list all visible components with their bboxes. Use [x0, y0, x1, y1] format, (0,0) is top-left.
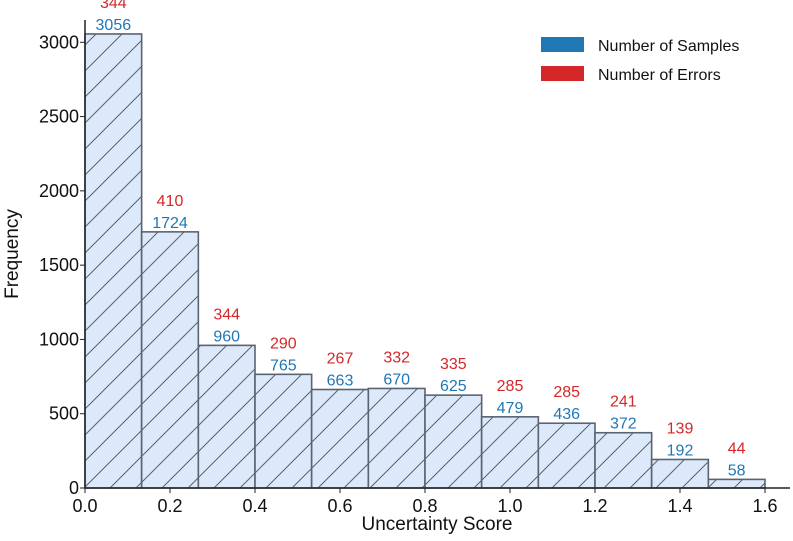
- histogram-bar: [84, 33, 143, 489]
- sample-count-label: 436: [553, 406, 580, 423]
- histogram-bar: [707, 478, 766, 489]
- legend-label-samples: Number of Samples: [598, 38, 739, 55]
- x-tick-label: 0.8: [412, 496, 437, 516]
- x-tick-label: 0.6: [327, 496, 352, 516]
- bar-labels-layer: 3056 344 1724 410 960 344 765 290 663 267 670 332 62…: [96, 0, 746, 479]
- legend-swatch-samples: [541, 37, 584, 52]
- y-tick-label: 1500: [39, 255, 79, 275]
- y-tick-label: 2000: [39, 181, 79, 201]
- histogram-bar: [367, 387, 426, 489]
- error-count-label: 290: [270, 335, 297, 352]
- y-tick-label: 3000: [39, 32, 79, 52]
- legend-label-errors: Number of Errors: [598, 67, 721, 84]
- x-tick-label: 1.2: [582, 496, 607, 516]
- sample-count-label: 663: [327, 372, 354, 389]
- error-count-label: 44: [728, 440, 746, 457]
- x-tick-label: 1.4: [667, 496, 692, 516]
- sample-count-label: 1724: [152, 215, 188, 232]
- histogram-bar: [537, 422, 596, 489]
- x-tick-label: 1.0: [497, 496, 522, 516]
- error-count-label: 285: [553, 384, 580, 401]
- sample-count-label: 372: [610, 416, 637, 433]
- sample-count-label: 960: [213, 328, 240, 345]
- error-count-label: 241: [610, 394, 637, 411]
- x-tick-label: 0.0: [72, 496, 97, 516]
- sample-count-label: 58: [728, 462, 746, 479]
- error-count-label: 344: [213, 306, 240, 323]
- y-axis-label: Frequency: [2, 209, 23, 299]
- error-count-label: 285: [497, 378, 524, 395]
- axes-layer: [84, 20, 790, 489]
- x-axis-label: Uncertainty Score: [361, 514, 512, 535]
- histogram-bar: [424, 394, 483, 489]
- error-count-label: 344: [100, 0, 127, 12]
- y-tick-label: 500: [49, 404, 79, 424]
- error-count-label: 267: [327, 350, 354, 367]
- error-count-label: 332: [383, 349, 410, 366]
- x-tick-label: 0.4: [242, 496, 267, 516]
- histogram-bar: [594, 431, 653, 489]
- y-tick-label: 2500: [39, 107, 79, 127]
- histogram-bar: [254, 373, 313, 489]
- legend-swatch-errors: [541, 66, 584, 81]
- sample-count-label: 670: [383, 371, 410, 388]
- x-tick-label: 0.2: [157, 496, 182, 516]
- bars-layer: [84, 33, 766, 489]
- error-count-label: 335: [440, 356, 467, 373]
- histogram-bar: [140, 231, 200, 489]
- sample-count-label: 765: [270, 357, 297, 374]
- ticks-layer: 0.0 0.2 0.4 0.6 0.8 1.0 1.2 1.4 1.6 0 500 1000 1500 2…: [39, 32, 778, 516]
- y-tick-label: 0: [69, 478, 79, 498]
- error-count-label: 410: [157, 193, 184, 210]
- error-count-label: 139: [667, 420, 694, 437]
- sample-count-label: 625: [440, 378, 467, 395]
- histogram-bar: [480, 416, 540, 489]
- sample-count-label: 192: [667, 442, 694, 459]
- histogram-bar: [197, 344, 256, 489]
- legend: Number of Samples Number of Errors: [541, 37, 739, 84]
- sample-count-label: 3056: [96, 17, 132, 34]
- histogram-bar: [310, 388, 370, 489]
- sample-count-label: 479: [497, 400, 524, 417]
- y-tick-label: 1000: [39, 329, 79, 349]
- histogram-bar: [650, 458, 710, 489]
- x-tick-label: 1.6: [752, 496, 777, 516]
